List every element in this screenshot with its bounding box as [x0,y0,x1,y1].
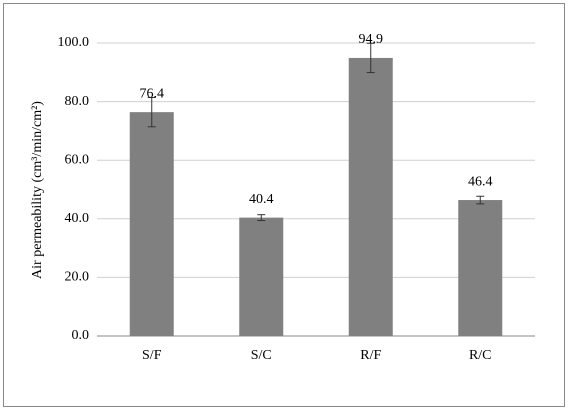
y-tick-label: 40.0 [65,211,90,226]
error-bar [257,214,266,222]
x-tick-label: S/C [251,348,272,363]
bar [348,57,393,337]
error-bar [147,96,156,128]
error-bar [366,42,375,74]
y-tick-label: 20.0 [65,270,90,285]
y-tick-label: 100.0 [58,35,90,50]
data-label: 76.4 [140,86,165,101]
y-tick-label: 60.0 [65,152,90,167]
data-label: 94.9 [359,32,384,47]
data-label: 40.4 [249,192,274,207]
y-tick-label: 80.0 [65,94,90,109]
x-tick-label: R/F [360,348,381,363]
chart-frame [3,3,565,407]
y-tick-label: 0.0 [72,328,90,343]
bar [129,112,174,336]
bar [458,200,503,336]
y-axis-label: Air permeability (cm³/min/cm²) [30,101,45,279]
x-tick-label: R/C [469,348,492,363]
data-label: 46.4 [468,174,493,189]
bar [239,217,284,336]
error-bar [476,195,485,205]
x-tick-label: S/F [142,348,162,363]
